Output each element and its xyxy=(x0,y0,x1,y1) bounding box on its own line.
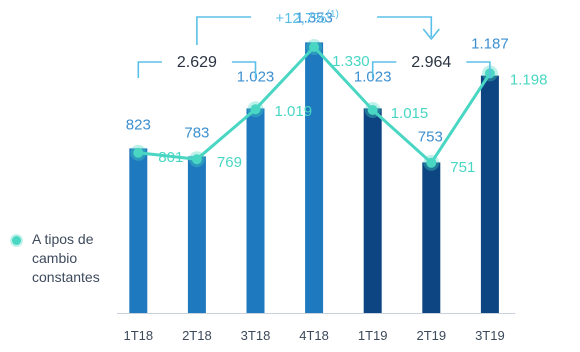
line-value-label: 1.330 xyxy=(332,53,370,70)
growth-bracket-left xyxy=(196,16,252,45)
line-point xyxy=(250,104,261,115)
line-value-label: 1.019 xyxy=(275,103,313,120)
total-label: 2.629 xyxy=(177,54,217,71)
line-point xyxy=(133,147,144,158)
x-tick-label: 3T18 xyxy=(241,328,271,343)
bar-value-label: 823 xyxy=(126,116,151,133)
bar-2t19 xyxy=(422,162,441,313)
growth-value: +12,7% xyxy=(275,10,326,27)
total-label: 2.964 xyxy=(411,54,451,71)
bar-value-label: 783 xyxy=(184,124,209,141)
bar-1t18 xyxy=(129,148,148,313)
line-value-label: 1.198 xyxy=(510,71,548,88)
growth-footnote: (1) xyxy=(327,9,339,20)
legend-label: A tipos de cambio constantes xyxy=(32,231,100,285)
bar-value-label: 1.187 xyxy=(471,36,509,53)
total-bracket-left xyxy=(137,61,162,78)
bar-value-label: 1.353 xyxy=(295,9,333,26)
line-point xyxy=(309,42,320,52)
x-tick-label: 2T19 xyxy=(416,328,446,343)
line-point xyxy=(426,157,437,168)
x-tick-label: 2T18 xyxy=(182,328,212,343)
bar-value-label: 753 xyxy=(418,128,443,145)
bar-4t18 xyxy=(305,42,324,314)
x-tick-label: 1T19 xyxy=(358,328,388,343)
x-tick-label: 4T18 xyxy=(299,328,329,343)
line-value-label: 769 xyxy=(217,154,242,171)
bar-3t19 xyxy=(480,75,499,313)
total-bracket-left xyxy=(371,61,397,78)
total-bracket-right xyxy=(231,61,257,78)
line-point xyxy=(367,105,378,115)
line-value-label: 801 xyxy=(158,149,183,166)
line-value-label: 751 xyxy=(450,159,475,176)
legend-marker xyxy=(12,236,21,245)
growth-label: +12,7%(1) xyxy=(275,9,339,27)
line-value-label: 1.015 xyxy=(391,105,429,122)
bar-1t19 xyxy=(363,108,382,314)
total-bracket-right xyxy=(466,61,491,78)
growth-bracket-right xyxy=(377,16,433,37)
growth-arrowhead xyxy=(422,28,440,40)
x-tick-label: 1T18 xyxy=(123,328,153,343)
bar-2t18 xyxy=(187,156,206,313)
line-point xyxy=(191,154,202,165)
x-tick-label: 3T19 xyxy=(475,328,505,343)
bar-3t18 xyxy=(246,108,265,314)
